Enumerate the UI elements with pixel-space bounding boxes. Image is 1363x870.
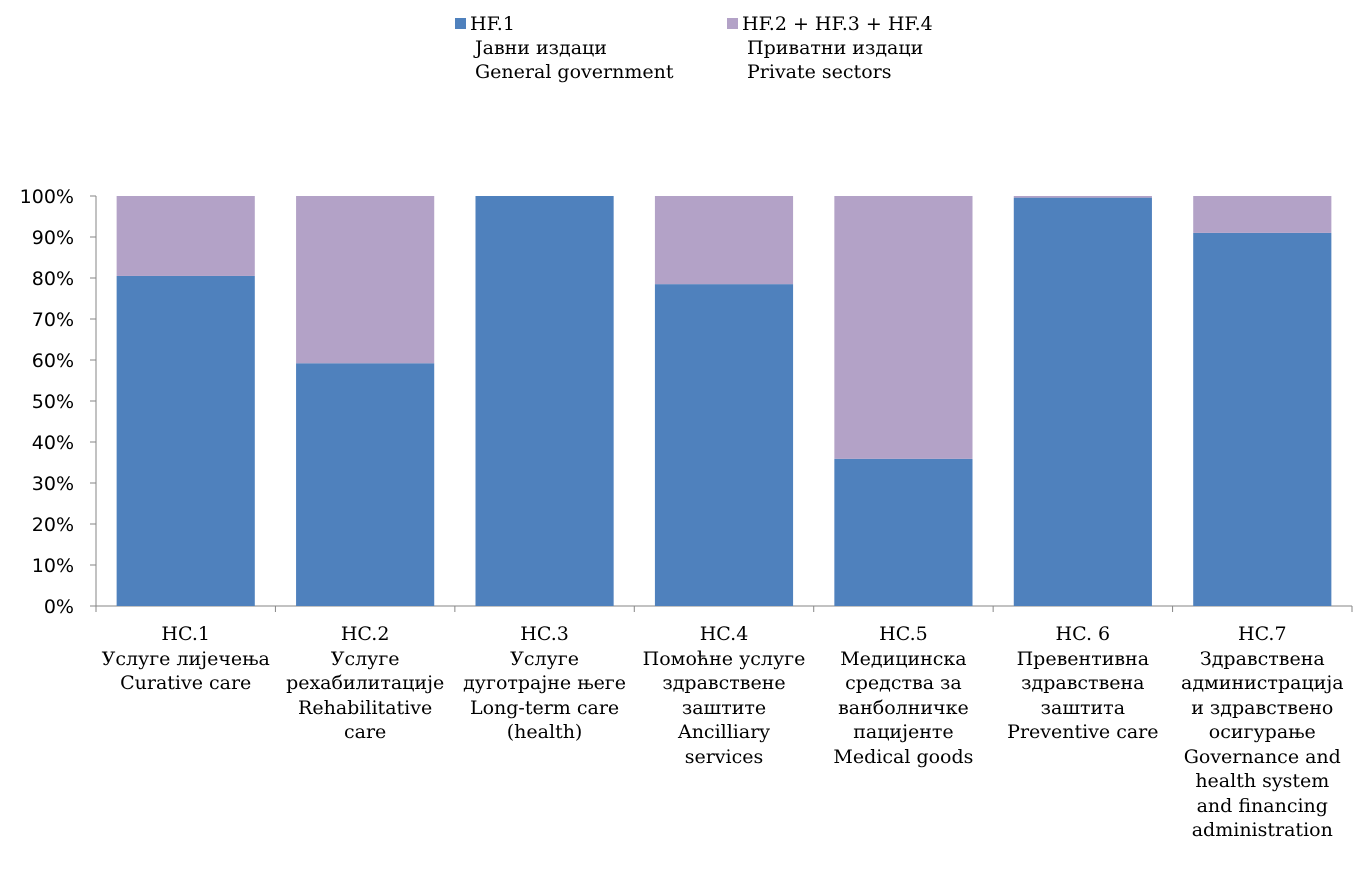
- bar-segment-private: [116, 196, 255, 276]
- y-tick-label: 50%: [32, 391, 74, 413]
- x-category-label-line: and financing: [1196, 794, 1328, 817]
- legend-item-public: HF.1 Јавни издаци General government: [455, 12, 673, 84]
- x-category-label-line: care: [343, 721, 387, 743]
- x-category-label-line: осигурање: [1208, 721, 1316, 743]
- x-category-label-line: ванболничке: [838, 696, 969, 719]
- x-category-label: HC.7 Здравствена администрација и здравстве…: [1167, 622, 1357, 843]
- x-category-label-line: дуготрајне његе: [463, 672, 627, 694]
- legend-series-name: HF.2 + HF.3 + HF.4: [742, 13, 933, 35]
- x-category-label-line: HC.2: [340, 623, 390, 645]
- x-category-label-line: средства за: [845, 672, 962, 694]
- legend-series-name: HF.1: [470, 13, 515, 35]
- x-category-label-line: Превентивна: [1016, 647, 1150, 670]
- bar-segment-public: [475, 196, 614, 606]
- y-tick-label: 80%: [32, 268, 74, 290]
- bar-segment-public: [834, 458, 973, 606]
- x-category-label-line: health system: [1195, 770, 1330, 792]
- x-category-label-line: Long-term care: [469, 696, 620, 719]
- x-category-label-line: здравствене: [662, 672, 786, 694]
- x-category-label: HC.2 Услуге рехабилитације Rehabilitative ca…: [270, 622, 460, 745]
- legend-line: General government: [475, 61, 674, 83]
- x-category-label-line: заштита: [1040, 696, 1126, 719]
- x-category-label-line: рехабилитације: [286, 672, 445, 694]
- x-category-label-line: HC.1: [161, 623, 210, 645]
- x-category-label-line: Medical goods: [833, 745, 974, 768]
- bar-segment-public: [116, 275, 255, 606]
- bar-segment-private: [654, 196, 794, 285]
- x-category-label-line: заштите: [681, 696, 767, 719]
- x-category-label-line: администрација: [1181, 672, 1344, 694]
- legend-line: Private sectors: [747, 61, 892, 83]
- y-tick-label: 30%: [32, 473, 74, 495]
- y-tick-label: 90%: [32, 227, 74, 249]
- bar-segment-private: [1193, 196, 1332, 233]
- x-category-label-line: Медицинска: [840, 647, 967, 670]
- y-tick-label: 60%: [32, 350, 74, 372]
- x-category-label-line: Rehabilitative: [298, 696, 433, 719]
- bar-segment-public: [654, 284, 794, 606]
- y-tick-label: 100%: [20, 186, 74, 208]
- x-category-label-line: Услуге лијечења: [101, 647, 270, 670]
- x-category-label-line: Помоћне услуге: [642, 647, 806, 670]
- bar-segment-private: [296, 196, 435, 364]
- x-category-label-line: здравствена: [1021, 672, 1145, 694]
- x-category-label-line: (health): [506, 721, 583, 743]
- legend-swatch-private: [727, 18, 738, 29]
- x-category-label-line: Governance and: [1183, 745, 1341, 768]
- legend-line: Приватни издаци: [747, 37, 924, 59]
- y-tick-label: 40%: [32, 432, 74, 454]
- x-category-label-line: HC.5: [879, 623, 928, 645]
- x-category-label-line: services: [684, 745, 764, 768]
- bar-segment-private: [834, 196, 973, 459]
- x-category-label-line: Curative care: [120, 672, 252, 694]
- bar-segment-public: [1013, 197, 1152, 606]
- x-category-label-line: Услуге: [510, 647, 579, 670]
- x-category-label-line: и здравствено: [1191, 696, 1334, 719]
- x-category-label: HC. 6 Превентивна здравствена заштита Preven…: [988, 622, 1178, 745]
- x-category-label: HC.5 Медицинска средства за ванболничке паци…: [808, 622, 998, 769]
- x-category-label-line: Preventive care: [1007, 721, 1159, 743]
- x-category-label: HC.3 Услуге дуготрајне његе Long-term care(…: [450, 622, 640, 745]
- x-category-label-line: Ancilliary: [677, 721, 771, 743]
- legend-swatch-public: [455, 18, 466, 29]
- y-tick-label: 70%: [32, 309, 74, 331]
- x-category-label: HC.4 Помоћне услуге здравствене заштите Anci…: [629, 622, 819, 769]
- x-category-label-line: пацијенте: [853, 721, 954, 743]
- y-tick-label: 20%: [32, 514, 74, 536]
- x-category-label-line: Здравствена: [1199, 647, 1325, 670]
- x-category-label: HC.1 Услуге лијечења Curative care: [91, 622, 281, 696]
- x-category-label-line: Услуге: [330, 647, 400, 670]
- bar-segment-public: [1193, 232, 1332, 606]
- legend-line: Јавни издаци: [475, 37, 607, 59]
- x-category-label-line: HC.3: [520, 623, 569, 645]
- bar-segment-private: [1013, 196, 1152, 198]
- y-tick-label: 0%: [44, 596, 74, 618]
- x-category-label-line: HC. 6: [1055, 623, 1111, 645]
- y-tick-label: 10%: [32, 555, 74, 577]
- x-category-label-line: HC.7: [1238, 623, 1287, 645]
- x-category-label-line: administration: [1191, 819, 1333, 841]
- bar-segment-public: [296, 363, 435, 606]
- legend-item-private: HF.2 + HF.3 + HF.4 Приватни издаци Priva…: [727, 12, 933, 84]
- x-category-label-line: HC.4: [699, 623, 749, 645]
